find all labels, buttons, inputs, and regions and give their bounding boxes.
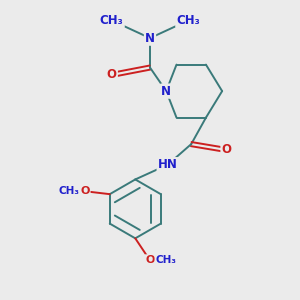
Text: CH₃: CH₃	[100, 14, 124, 27]
Text: O: O	[107, 68, 117, 81]
Text: CH₃: CH₃	[58, 186, 79, 196]
Text: CH₃: CH₃	[156, 255, 177, 266]
Text: O: O	[222, 143, 232, 157]
Text: HN: HN	[158, 158, 178, 171]
Text: O: O	[80, 186, 89, 196]
Text: O: O	[145, 255, 155, 266]
Text: N: N	[161, 85, 171, 98]
Text: CH₃: CH₃	[176, 14, 200, 27]
Text: N: N	[145, 32, 155, 45]
